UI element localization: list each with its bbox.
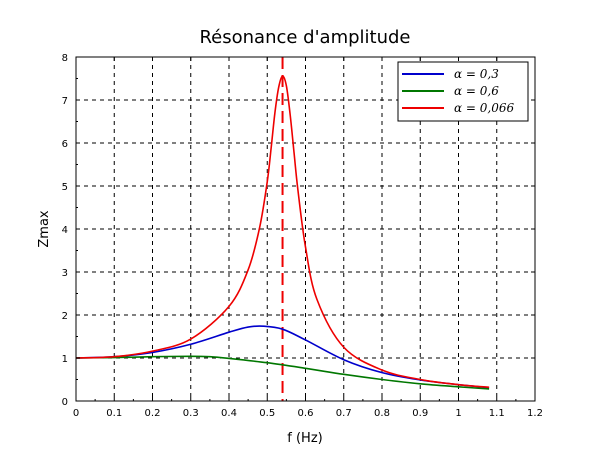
chart-title: Résonance d'amplitude xyxy=(199,27,410,48)
legend: α = 0,3 α = 0,6 α = 0,066 xyxy=(397,61,529,122)
x-tick-label: 0.8 xyxy=(374,408,390,419)
x-tick-label: 0.1 xyxy=(106,408,122,419)
y-tick-label: 1 xyxy=(62,354,68,365)
x-tick-label: 0.3 xyxy=(183,408,199,419)
y-tick-label: 2 xyxy=(62,311,68,322)
x-tick-label: 0.9 xyxy=(412,408,428,419)
x-tick-label: 1 xyxy=(455,408,461,419)
x-tick-label: 0.6 xyxy=(298,408,314,419)
y-tick-label: 7 xyxy=(62,96,68,107)
axis-ticks: 0 0.1 0.2 0.3 0.4 0.5 0.6 0.7 0.8 0.9 1 1.1 1.2 0 1 2 3 4… xyxy=(62,53,543,419)
y-tick-label: 8 xyxy=(62,53,68,64)
x-tick-label: 1.2 xyxy=(527,408,543,419)
x-tick-label: 0.5 xyxy=(259,408,275,419)
y-tick-label: 5 xyxy=(62,182,68,193)
x-tick-label: 0.2 xyxy=(145,408,161,419)
legend-label-1: α = 0,6 xyxy=(454,84,499,98)
legend-label-2: α = 0,066 xyxy=(454,101,515,115)
x-tick-label: 0.4 xyxy=(221,408,237,419)
y-tick-label: 3 xyxy=(62,268,68,279)
x-tick-label: 0.7 xyxy=(336,408,352,419)
x-axis-label: f (Hz) xyxy=(287,431,322,446)
series-group xyxy=(75,75,490,390)
legend-label-0: α = 0,3 xyxy=(454,67,499,81)
series-line-1 xyxy=(75,355,490,390)
series-line-2 xyxy=(75,75,490,389)
y-tick-label: 0 xyxy=(62,397,68,408)
y-axis-label: Zmax xyxy=(37,210,52,248)
y-tick-label: 6 xyxy=(62,139,68,150)
x-tick-label: 0 xyxy=(73,408,79,419)
y-tick-label: 4 xyxy=(62,225,68,236)
x-tick-label: 1.1 xyxy=(489,408,505,419)
